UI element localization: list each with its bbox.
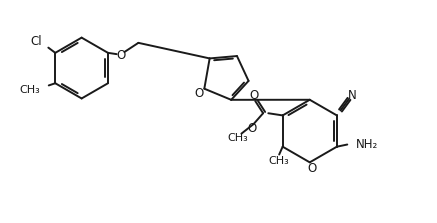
Text: O: O [116,49,125,62]
Text: CH₃: CH₃ [269,156,290,166]
Text: O: O [307,162,316,175]
Text: N: N [348,89,357,102]
Text: O: O [248,122,257,135]
Text: Cl: Cl [31,35,42,48]
Text: O: O [249,89,258,102]
Text: CH₃: CH₃ [228,133,248,143]
Text: CH₃: CH₃ [19,85,40,95]
Text: O: O [194,87,203,99]
Text: NH₂: NH₂ [356,138,378,151]
